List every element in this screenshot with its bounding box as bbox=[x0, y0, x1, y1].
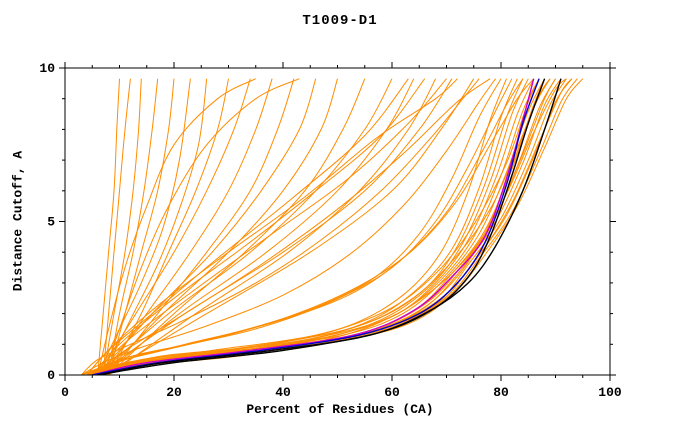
orange-model-curve bbox=[102, 78, 273, 375]
y-tick-label: 5 bbox=[47, 215, 55, 230]
orange-model-curve bbox=[108, 78, 437, 375]
axis-ticks bbox=[59, 62, 616, 381]
black-model-curve bbox=[97, 78, 562, 375]
orange-model-curve bbox=[92, 78, 535, 375]
orange-model-curve bbox=[92, 78, 551, 375]
y-axis-label: Distance Cutoff, A bbox=[10, 150, 26, 292]
x-tick-label: 40 bbox=[275, 385, 291, 400]
orange-model-curve bbox=[91, 78, 447, 375]
y-tick-label: 10 bbox=[39, 61, 55, 76]
orange-model-curve bbox=[91, 78, 491, 375]
orange-model-curve bbox=[108, 78, 159, 375]
orange-model-curve bbox=[102, 78, 300, 375]
orange-model-curve bbox=[97, 78, 567, 375]
orange-model-curve bbox=[97, 78, 257, 375]
x-tick-label: 20 bbox=[166, 385, 182, 400]
orange-model-curve bbox=[86, 78, 524, 375]
orange-model-curve bbox=[97, 78, 251, 375]
x-axis-label: Percent of Residues (CA) bbox=[246, 402, 434, 417]
y-tick-label: 0 bbox=[47, 368, 55, 383]
orange-model-curve bbox=[86, 78, 502, 375]
orange-model-curve bbox=[102, 78, 475, 375]
orange-model-curve bbox=[102, 78, 338, 375]
orange-model-curve bbox=[108, 78, 366, 375]
orange-model-curve bbox=[102, 78, 208, 375]
orange-model-curve bbox=[97, 78, 120, 375]
orange-model-curve bbox=[102, 78, 131, 375]
chart-title: T1009-D1 bbox=[302, 13, 378, 29]
x-tick-label: 60 bbox=[384, 385, 400, 400]
orange-model-curve bbox=[81, 78, 497, 375]
magenta-model-curve bbox=[92, 78, 535, 375]
x-tick-label: 0 bbox=[61, 385, 69, 400]
x-tick-label: 100 bbox=[598, 385, 622, 400]
blue-model-curve bbox=[92, 78, 540, 375]
model-curves bbox=[80, 78, 584, 375]
orange-model-curve bbox=[86, 78, 409, 375]
orange-model-curve bbox=[91, 78, 426, 375]
tick-labels: 0 20 40 60 80 100 0 5 10 bbox=[39, 61, 622, 400]
orange-model-curve bbox=[108, 78, 175, 375]
orange-model-curve bbox=[103, 78, 578, 375]
x-tick-label: 80 bbox=[493, 385, 509, 400]
black-model-curve bbox=[97, 78, 546, 375]
orange-model-curve bbox=[86, 78, 513, 375]
orange-model-curve bbox=[108, 78, 229, 375]
orange-model-curve bbox=[102, 78, 142, 375]
orange-model-curve bbox=[86, 78, 458, 375]
orange-model-curve bbox=[97, 78, 453, 375]
